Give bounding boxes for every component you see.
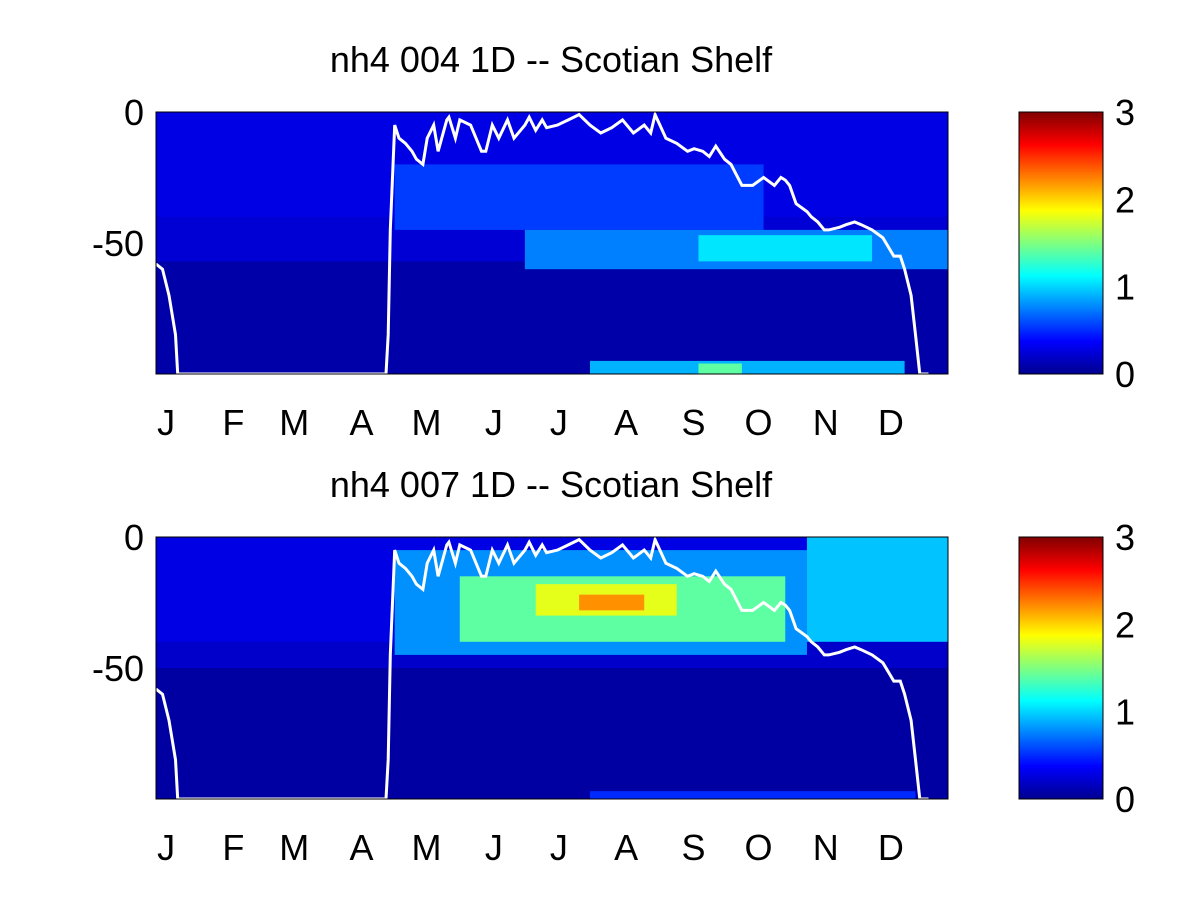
y-tick-label: 0 [124, 517, 144, 558]
x-tick-label: J [485, 402, 503, 443]
chart-title: nh4 007 1D -- Scotian Shelf [330, 464, 773, 505]
y-tick-label: -50 [92, 648, 144, 689]
x-tick-label: N [813, 827, 839, 868]
x-tick-label: S [681, 402, 705, 443]
chart-title: nh4 004 1D -- Scotian Shelf [330, 39, 773, 80]
colorbar-tick-label: 2 [1115, 604, 1135, 645]
heatmap-cell [698, 235, 873, 262]
colorbar-tick-label: 3 [1115, 517, 1135, 558]
y-tick-label: -50 [92, 223, 144, 264]
x-tick-label: J [157, 827, 175, 868]
x-tick-label: F [222, 402, 244, 443]
colorbar-tick-label: 1 [1115, 267, 1135, 308]
colorbar [1018, 536, 1104, 800]
overlay-line [156, 537, 929, 799]
heatmap-cell [589, 791, 916, 799]
y-tick-labels: 0 -50 [92, 92, 144, 264]
x-tick-label: A [349, 402, 373, 443]
colorbar-tick-label: 0 [1115, 779, 1135, 820]
heatmap-cells [156, 537, 948, 799]
overlay-line [156, 112, 929, 374]
colorbar-tick-label: 2 [1115, 179, 1135, 220]
heatmap-cell [156, 668, 948, 799]
colorbar-tick-labels: 0 1 2 3 [1115, 517, 1135, 820]
heatmap-cell [156, 261, 948, 374]
x-tick-label: M [412, 827, 442, 868]
x-tick-label: A [614, 402, 638, 443]
heatmap-cell [589, 360, 905, 374]
heatmap-cell [806, 537, 948, 642]
x-tick-label: A [614, 827, 638, 868]
x-tick-label: O [745, 827, 773, 868]
x-tick-label: M [412, 402, 442, 443]
x-tick-label: D [878, 827, 904, 868]
x-tick-label: J [485, 827, 503, 868]
x-tick-label: F [222, 827, 244, 868]
heatmap-cell [698, 363, 742, 374]
colorbar-tick-label: 3 [1115, 92, 1135, 133]
colorbar [1018, 111, 1104, 375]
x-tick-label: M [279, 827, 309, 868]
x-tick-label: J [550, 827, 568, 868]
x-tick-label: N [813, 402, 839, 443]
x-tick-label: M [279, 402, 309, 443]
colorbar-tick-labels: 0 1 2 3 [1115, 92, 1135, 395]
colorbar-tick-label: 0 [1115, 354, 1135, 395]
x-tick-label: A [349, 827, 373, 868]
y-tick-label: 0 [124, 92, 144, 133]
plot-frame [155, 536, 949, 800]
x-tick-label: D [878, 402, 904, 443]
heatmap-cell [579, 594, 645, 611]
y-tick-labels: 0 -50 [92, 517, 144, 689]
heatmap-cell [394, 164, 764, 230]
x-tick-label: O [745, 402, 773, 443]
plot-frame [155, 111, 949, 375]
colorbar-tick-label: 1 [1115, 692, 1135, 733]
x-tick-label: J [157, 402, 175, 443]
heatmap-cells [156, 112, 948, 374]
x-tick-label: S [681, 827, 705, 868]
x-tick-label: J [550, 402, 568, 443]
